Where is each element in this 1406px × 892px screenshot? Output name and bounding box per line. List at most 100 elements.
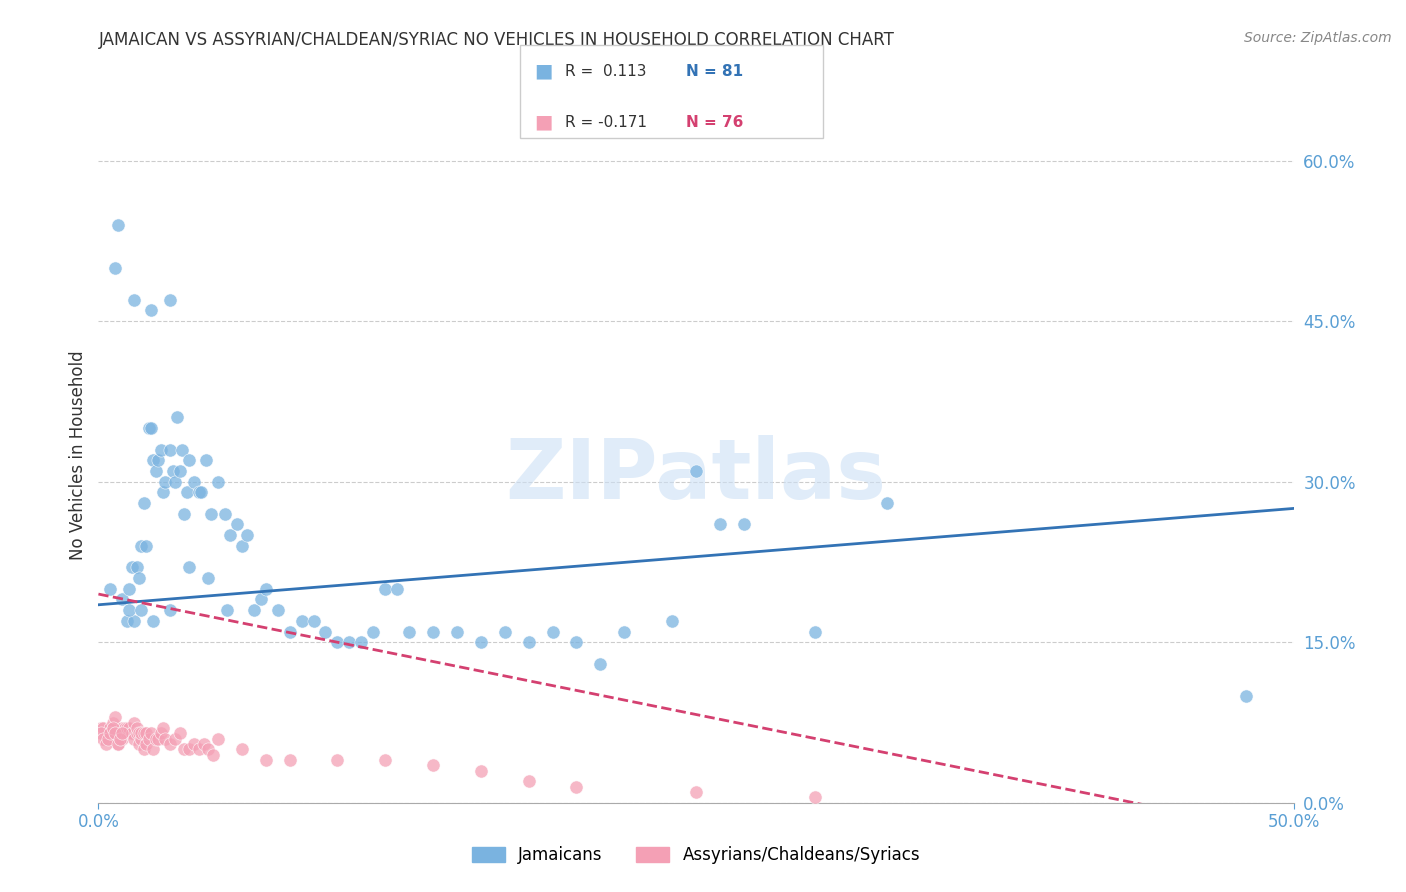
Point: [107, 737, 129, 751]
Point: [118, 721, 141, 735]
Point: [125, 721, 148, 735]
Point: [124, 614, 146, 628]
Point: [142, 453, 165, 467]
Point: [148, 731, 170, 746]
Point: [90, 721, 112, 735]
Point: [132, 742, 155, 756]
Point: [104, 260, 127, 275]
Point: [142, 614, 165, 628]
Point: [190, 485, 212, 500]
Point: [385, 582, 409, 596]
Point: [422, 624, 444, 639]
Text: ■: ■: [534, 62, 553, 81]
Point: [97, 731, 120, 746]
Point: [131, 731, 153, 746]
Point: [162, 464, 184, 478]
Point: [152, 721, 174, 735]
Point: [124, 731, 146, 746]
Point: [115, 726, 138, 740]
Point: [278, 753, 301, 767]
Point: [145, 464, 167, 478]
Point: [128, 726, 150, 740]
Point: [169, 464, 191, 478]
Point: [98, 721, 122, 735]
Point: [179, 742, 201, 756]
Point: [155, 731, 177, 746]
Point: [541, 624, 564, 639]
Point: [121, 726, 143, 740]
Point: [235, 528, 257, 542]
Point: [98, 582, 122, 596]
Point: [138, 421, 160, 435]
Point: [685, 464, 707, 478]
Point: [163, 475, 186, 489]
Point: [145, 731, 167, 746]
Point: [254, 582, 277, 596]
Point: [709, 517, 731, 532]
Point: [139, 421, 162, 435]
Point: [107, 726, 129, 740]
Point: [115, 614, 138, 628]
Point: [149, 442, 172, 457]
Point: [169, 726, 191, 740]
Point: [155, 475, 177, 489]
Point: [111, 731, 134, 746]
Point: [124, 293, 146, 307]
Point: [202, 747, 225, 762]
Point: [166, 410, 188, 425]
Point: [363, 624, 385, 639]
Point: [804, 790, 827, 805]
Point: [121, 560, 143, 574]
Point: [183, 475, 205, 489]
Point: [315, 624, 337, 639]
Point: [422, 758, 444, 772]
Text: R = -0.171: R = -0.171: [565, 115, 647, 129]
Point: [207, 475, 229, 489]
Point: [152, 485, 174, 500]
Point: [374, 753, 396, 767]
Point: [118, 603, 141, 617]
Point: [231, 539, 253, 553]
Point: [291, 614, 314, 628]
Text: N = 76: N = 76: [686, 115, 744, 129]
Point: [108, 731, 131, 746]
Point: [118, 726, 141, 740]
Point: [804, 624, 827, 639]
Point: [101, 721, 124, 735]
Point: [517, 774, 540, 789]
Text: JAMAICAN VS ASSYRIAN/CHALDEAN/SYRIAC NO VEHICLES IN HOUSEHOLD CORRELATION CHART: JAMAICAN VS ASSYRIAN/CHALDEAN/SYRIAC NO …: [98, 31, 894, 49]
Point: [111, 592, 134, 607]
Point: [876, 496, 898, 510]
Y-axis label: No Vehicles in Household: No Vehicles in Household: [69, 350, 87, 560]
Point: [1234, 689, 1257, 703]
Point: [254, 753, 277, 767]
Point: [470, 635, 492, 649]
Point: [135, 726, 157, 740]
Point: [132, 496, 155, 510]
Point: [114, 721, 136, 735]
Point: [124, 715, 146, 730]
Point: [470, 764, 492, 778]
Point: [128, 571, 150, 585]
Point: [121, 726, 143, 740]
Point: [132, 726, 155, 740]
Point: [138, 731, 160, 746]
Point: [517, 635, 540, 649]
Point: [125, 726, 148, 740]
Point: [101, 721, 124, 735]
Point: [131, 726, 153, 740]
Point: [98, 726, 122, 740]
Point: [139, 303, 162, 318]
Point: [326, 635, 349, 649]
Point: [159, 442, 181, 457]
Point: [350, 635, 373, 649]
Point: [111, 721, 134, 735]
Point: [128, 737, 150, 751]
Point: [179, 560, 201, 574]
Point: [613, 624, 636, 639]
Point: [661, 614, 683, 628]
Point: [200, 507, 222, 521]
Point: [446, 624, 468, 639]
Point: [172, 442, 194, 457]
Point: [131, 539, 153, 553]
